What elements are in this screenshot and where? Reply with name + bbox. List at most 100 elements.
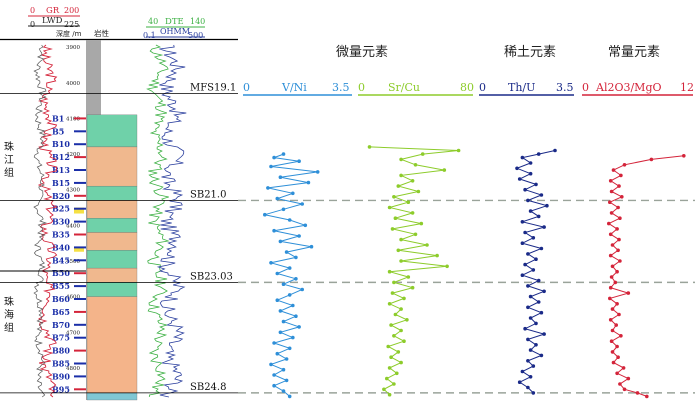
depth-tick-label: 4200 [66, 152, 80, 158]
bed-label: B50 [52, 268, 70, 278]
data-point [287, 218, 292, 222]
data-point [526, 284, 530, 288]
data-point [618, 382, 622, 386]
bed-label: B60 [52, 294, 70, 304]
bed-label: B75 [52, 333, 70, 343]
axis-srcu: 0 Sr/Cu 80 [358, 81, 474, 96]
data-point [284, 250, 289, 254]
gr-min: 0 [30, 6, 35, 15]
data-point [616, 205, 620, 210]
data-point [607, 221, 611, 226]
dte-max: 140 [190, 17, 205, 26]
data-point [526, 198, 530, 203]
data-point [539, 353, 544, 358]
bed-label: B65 [52, 307, 70, 317]
data-point [281, 367, 286, 372]
lithology-header: 岩性 [94, 28, 109, 38]
data-point [539, 246, 544, 251]
data-point [269, 164, 273, 169]
data-point [531, 268, 536, 272]
data-point [294, 277, 298, 281]
data-point [367, 145, 372, 149]
data-point [536, 278, 541, 283]
depth-tick-label: 4400 [66, 223, 80, 229]
data-point [611, 168, 616, 172]
thu-axis-min: 0 [479, 81, 486, 94]
data-point [287, 266, 292, 270]
bed-label: B20 [52, 191, 70, 201]
bed-label: B12 [52, 152, 70, 162]
data-point [291, 303, 295, 308]
dte-curve [146, 44, 170, 398]
data-point [406, 275, 411, 279]
data-point [626, 291, 631, 295]
surface-label: SB24.8 [190, 382, 226, 393]
data-point [287, 346, 292, 351]
lithology-block [86, 185, 138, 201]
bed-label: B70 [52, 320, 70, 330]
lithology-block [86, 232, 138, 251]
series-sr-cu [367, 145, 461, 397]
series-line [369, 146, 459, 396]
data-point [622, 387, 627, 392]
data-point [387, 269, 392, 274]
bed-label: B1 [52, 113, 64, 123]
depth-tick-label: 4100 [66, 116, 80, 122]
highlight-strip [74, 207, 84, 214]
data-point [309, 244, 314, 249]
data-point [534, 321, 538, 326]
data-point [616, 248, 620, 253]
data-point [523, 262, 527, 267]
data-point [442, 168, 447, 172]
data-point [608, 200, 612, 204]
data-point [531, 391, 536, 395]
data-point [392, 195, 396, 199]
data-point [405, 318, 409, 322]
data-point [526, 385, 530, 390]
data-point [272, 373, 276, 377]
data-point [306, 180, 311, 185]
data-point [609, 339, 614, 344]
bed-label: B80 [52, 346, 70, 356]
data-point [523, 187, 527, 192]
data-point [392, 382, 396, 386]
series-v-ni [263, 152, 320, 399]
data-point [392, 280, 396, 285]
data-point [382, 387, 386, 392]
thu-axis-name: Th/U [508, 81, 535, 94]
data-point [399, 360, 403, 365]
data-point [392, 334, 396, 338]
data-point [528, 375, 533, 379]
data-point [393, 312, 398, 317]
data-point [609, 211, 614, 215]
data-point [387, 366, 392, 370]
data-point [410, 211, 415, 215]
sequence-surfaces: MFS19.1 SB21.0 SB23.03 SB24.8 [0, 82, 695, 394]
data-point [410, 285, 415, 290]
data-point [608, 296, 612, 301]
lwd-max: 225 [64, 20, 79, 29]
data-point [291, 335, 295, 340]
data-point [294, 255, 298, 260]
data-point [287, 293, 292, 297]
data-point [275, 351, 280, 356]
data-point [396, 248, 401, 253]
lithology-block [86, 250, 138, 269]
data-point [515, 166, 519, 171]
series-line [264, 153, 318, 397]
data-point [281, 282, 286, 287]
highlight-strip [74, 246, 84, 252]
data-point [399, 328, 403, 333]
gr-max: 200 [64, 6, 79, 15]
log-body: 3900 4000 4100 4200 4300 4400 4500 4600 4700 4800… [0, 40, 187, 401]
bed-label: B55 [52, 281, 70, 291]
data-point [534, 257, 538, 262]
data-point [517, 380, 522, 385]
data-point [528, 316, 533, 320]
data-point [272, 383, 276, 388]
axis-thu: 0 Th/U 3.5 [479, 81, 574, 96]
data-point [406, 200, 411, 204]
ohmm-min: 0.1 [143, 31, 156, 40]
lwd-name: LWD [42, 16, 63, 26]
